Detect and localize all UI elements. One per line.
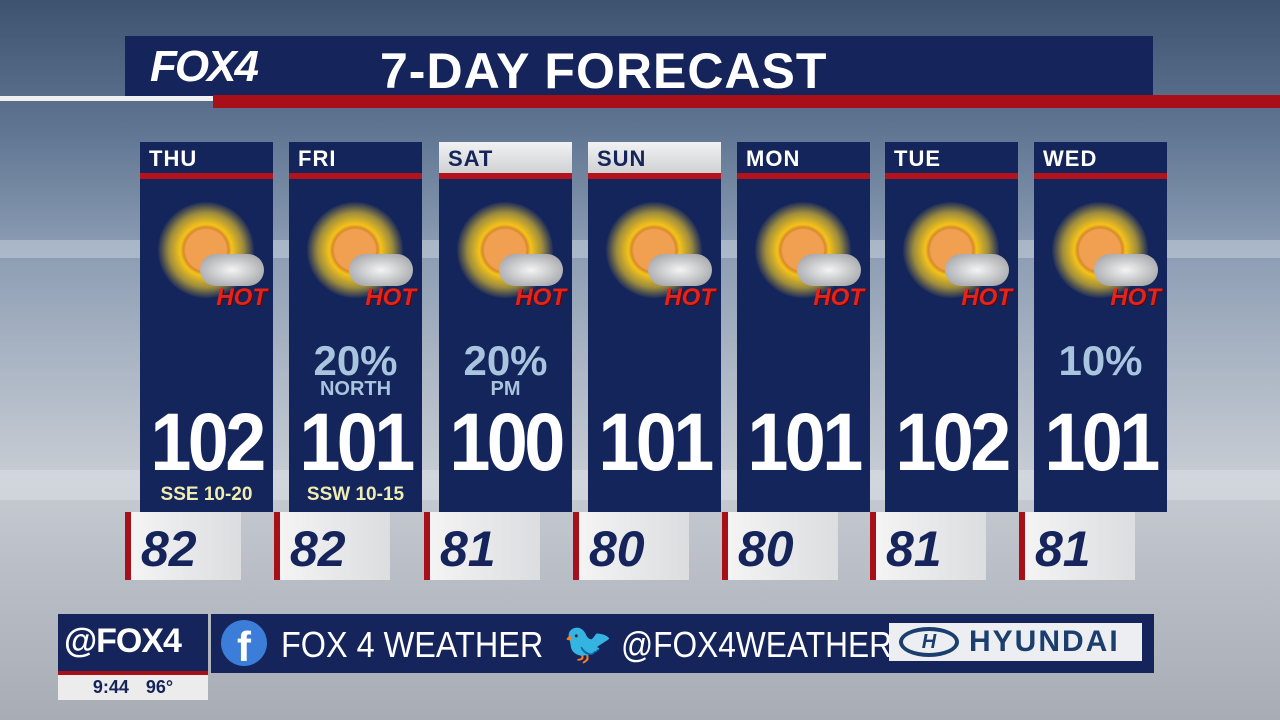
divider	[1034, 173, 1167, 179]
low-temp: 81	[870, 512, 986, 580]
low-temp: 81	[424, 512, 540, 580]
cloud-icon	[797, 254, 861, 286]
twitter-icon: 🐦	[563, 622, 613, 666]
day-label: SUN	[588, 142, 721, 173]
cloud-icon	[945, 254, 1009, 286]
high-temp: 101	[299, 397, 415, 488]
cloud-icon	[1094, 254, 1158, 286]
sun-cloud-hot-icon: HOT	[749, 196, 864, 316]
divider	[588, 173, 721, 179]
low-temp: 80	[573, 512, 689, 580]
sun-storm-hot-icon: HOT	[451, 196, 566, 316]
precip-chance: 10%	[1058, 337, 1143, 384]
sun-cloud-hot-icon: HOT	[152, 196, 267, 316]
high-temp: 100	[449, 397, 565, 488]
divider	[439, 173, 572, 179]
low-temp: 81	[1019, 512, 1135, 580]
day-label: THU	[140, 142, 273, 173]
low-temp: 82	[125, 512, 241, 580]
wind: SSW 10-15	[306, 484, 405, 505]
time-temp-readout: 9:44 96°	[58, 675, 208, 700]
low-temp: 82	[274, 512, 390, 580]
hot-label: HOT	[515, 284, 566, 311]
divider	[58, 671, 208, 675]
precip-chance: 20%	[313, 337, 398, 384]
current-time: 9:44	[92, 677, 129, 697]
hot-label: HOT	[365, 284, 416, 311]
day-label: WED	[1034, 142, 1167, 173]
divider	[213, 95, 1280, 108]
precip-note: PM	[490, 378, 521, 400]
high-temp: 101	[1044, 397, 1160, 488]
twitter-label: @FOX4WEATHER	[621, 624, 892, 665]
hot-label: HOT	[664, 284, 715, 311]
forecast-day-sat: SAT HOT 20% PM 100	[439, 142, 572, 512]
facebook-icon: f	[221, 620, 267, 666]
hot-label: HOT	[216, 284, 267, 311]
divider	[140, 173, 273, 179]
cloud-icon	[349, 254, 413, 286]
page-title: 7-DAY FORECAST	[380, 43, 828, 99]
divider	[0, 96, 213, 101]
day-label: TUE	[885, 142, 1018, 173]
title-bar	[125, 36, 1153, 96]
divider	[289, 173, 422, 179]
divider	[737, 173, 870, 179]
station-handle: @FOX4	[58, 614, 208, 671]
cloud-icon	[499, 254, 563, 286]
cloud-icon	[648, 254, 712, 286]
cloud-icon	[200, 254, 264, 286]
sun-cloud-hot-icon: HOT	[600, 196, 715, 316]
sun-cloud-hot-icon: HOT	[897, 196, 1012, 316]
hyundai-logo-icon: H	[899, 627, 959, 657]
high-temp: 102	[895, 397, 1011, 488]
hot-label: HOT	[961, 284, 1012, 311]
forecast-day-wed: WED HOT 10% 101	[1034, 142, 1167, 512]
sponsor-logo: H HYUNDAI	[889, 623, 1142, 661]
low-temp: 80	[722, 512, 838, 580]
divider	[885, 173, 1018, 179]
forecast-day-fri: FRI HOT 20% NORTH 101 SSW 10-15	[289, 142, 422, 512]
precip-note: NORTH	[319, 378, 392, 400]
current-temp: 96°	[145, 677, 174, 697]
forecast-day-thu: THU HOT 102 SSE 10-20	[140, 142, 273, 512]
hot-label: HOT	[1110, 284, 1161, 311]
sun-cloud-hot-icon: HOT	[1046, 196, 1161, 316]
facebook-label: FOX 4 WEATHER	[281, 624, 544, 665]
day-label: FRI	[289, 142, 422, 173]
sun-storm-hot-icon: HOT	[301, 196, 416, 316]
forecast-day-mon: MON HOT 101	[737, 142, 870, 512]
day-label: MON	[737, 142, 870, 173]
wind: SSE 10-20	[160, 484, 253, 505]
precip-chance: 20%	[463, 337, 548, 384]
high-temp: 101	[598, 397, 714, 488]
fox4-logo: FOX4	[150, 42, 259, 91]
sponsor-name: HYUNDAI	[969, 625, 1120, 658]
forecast-day-sun: SUN HOT 101	[588, 142, 721, 512]
social-bar: f FOX 4 WEATHER 🐦 @FOX4WEATHER H HYUNDAI	[211, 614, 1154, 673]
forecast-day-tue: TUE HOT 102	[885, 142, 1018, 512]
high-temp: 102	[150, 397, 266, 488]
high-temp: 101	[747, 397, 863, 488]
hot-label: HOT	[813, 284, 864, 311]
day-label: SAT	[439, 142, 572, 173]
